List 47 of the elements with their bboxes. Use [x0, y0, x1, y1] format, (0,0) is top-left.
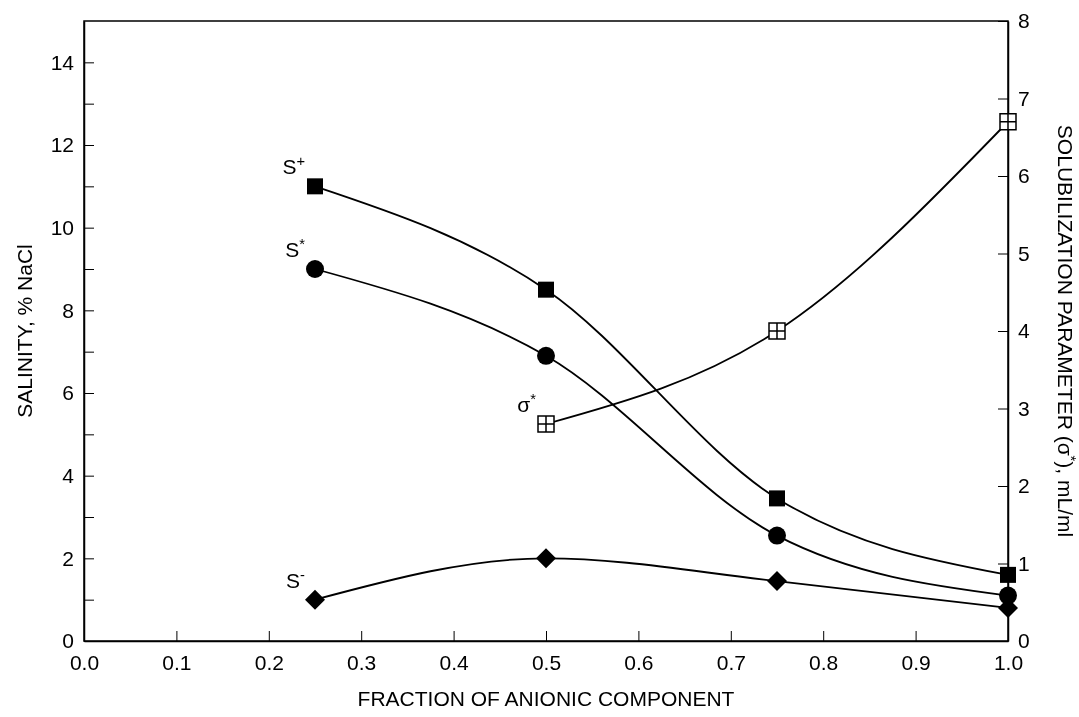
- x-tick-label: 0.2: [254, 650, 284, 674]
- point: [768, 322, 786, 340]
- y-tick-label: 10: [50, 215, 74, 239]
- point: [769, 490, 785, 507]
- point: [536, 548, 556, 569]
- y-tick-label: 8: [62, 298, 74, 322]
- point: [537, 415, 555, 433]
- x-tick-label: 0.1: [162, 650, 192, 674]
- point: [767, 571, 787, 592]
- point: [1000, 566, 1016, 583]
- point: [768, 526, 786, 545]
- y2-tick-label: 8: [1018, 9, 1030, 33]
- x-tick-label: 0.3: [347, 650, 377, 674]
- series-label: S$^{+}$: [282, 153, 305, 179]
- y-tick-label: 4: [62, 463, 75, 487]
- x-tick-label: 0.4: [439, 650, 470, 674]
- y-tick-label: 2: [62, 546, 74, 570]
- y-tick-label: 12: [50, 133, 74, 157]
- y2-tick-label: 6: [1018, 164, 1030, 188]
- y2-tick-label: 3: [1018, 396, 1030, 420]
- y2-tick-label: 0: [1018, 629, 1030, 653]
- x-tick-label: 0.9: [901, 650, 931, 674]
- y2-tick-label: 4: [1018, 319, 1030, 343]
- series-label: σ$^{*}$: [517, 391, 537, 416]
- x-tick-label: 0.6: [624, 650, 654, 674]
- y-tick-label: 14: [50, 50, 75, 74]
- y-tick-label: 6: [62, 381, 74, 405]
- x-tick-label: 0.8: [809, 650, 839, 674]
- point: [538, 281, 554, 298]
- x-tick-label: 1.0: [993, 650, 1024, 674]
- point: [307, 178, 323, 195]
- y-tick-label: 0: [62, 629, 74, 653]
- point: [999, 113, 1017, 131]
- x-axis-title: FRACTION OF ANIONIC COMPONENT: [357, 687, 735, 710]
- series-label: S$^{-}$: [286, 566, 306, 592]
- y2-tick-label: 5: [1018, 241, 1030, 265]
- y2-tick-label: 7: [1018, 86, 1030, 110]
- point: [305, 589, 325, 610]
- x-tick-label: 0.7: [716, 650, 746, 674]
- y2-tick-label: 2: [1018, 474, 1030, 498]
- y2-tick-label: 1: [1018, 551, 1030, 575]
- point: [306, 260, 324, 278]
- y-axis-title: SALINITY, % NaCl: [13, 244, 36, 418]
- x-tick-label: 0.5: [531, 650, 562, 674]
- x-tick-label: 0.0: [69, 650, 100, 674]
- series-label: S$^{*}$: [285, 236, 306, 261]
- point: [537, 346, 555, 365]
